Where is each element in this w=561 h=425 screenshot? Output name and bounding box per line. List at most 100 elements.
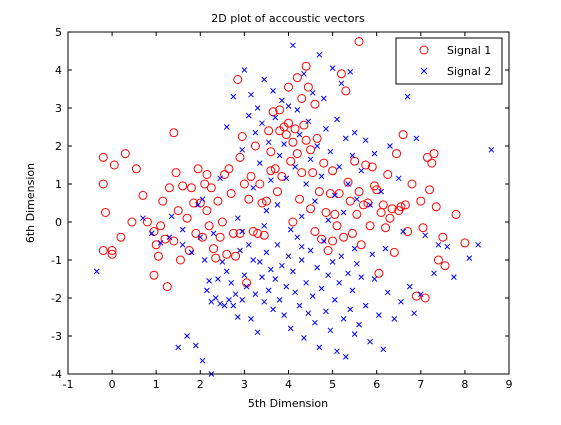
data-point-signal-2 (223, 268, 230, 275)
data-point-signal-1 (211, 253, 221, 263)
data-point-signal-1 (222, 249, 232, 259)
data-point-signal-1 (186, 183, 196, 193)
data-point-signal-2 (261, 222, 268, 229)
data-point-signal-1 (312, 133, 322, 143)
data-point-signal-2 (274, 241, 281, 248)
y-tick-label: -2 (51, 292, 62, 305)
data-point-signal-2 (316, 344, 323, 351)
data-point-signal-1 (198, 232, 208, 242)
data-point-signal-2 (294, 234, 301, 241)
data-point-signal-2 (325, 272, 332, 279)
data-point-signal-2 (281, 312, 287, 318)
data-point-signal-2 (212, 295, 219, 301)
data-point-signal-2 (230, 93, 237, 100)
data-point-signal-2 (261, 298, 268, 305)
data-point-signal-2 (369, 251, 376, 258)
data-point-signal-2 (210, 230, 217, 237)
data-point-signal-1 (292, 149, 302, 159)
data-point-signal-2 (268, 266, 274, 273)
data-point-signal-1 (248, 227, 258, 236)
data-point-signal-1 (385, 213, 395, 223)
data-point-signal-2 (184, 333, 190, 339)
data-point-signal-2 (268, 177, 274, 184)
data-point-signal-1 (250, 141, 260, 151)
data-point-signal-1 (367, 162, 377, 172)
data-point-signal-1 (244, 194, 254, 204)
data-point-signal-1 (169, 236, 179, 246)
data-point-signal-2 (382, 245, 389, 252)
data-point-signal-1 (175, 255, 185, 265)
data-point-signal-2 (411, 310, 418, 317)
data-point-signal-1 (389, 247, 399, 257)
data-point-signal-2 (206, 278, 212, 284)
data-point-signal-1 (354, 37, 364, 46)
data-point-signal-2 (166, 234, 173, 241)
data-point-signal-1 (343, 177, 353, 187)
data-point-signal-1 (275, 105, 285, 115)
data-point-signal-2 (342, 135, 349, 142)
data-point-signal-2 (254, 329, 261, 336)
data-point-signal-1 (98, 246, 108, 255)
data-point-signal-2 (318, 173, 325, 180)
legend-marker-signal-2 (420, 67, 428, 75)
data-point-signal-2 (314, 264, 321, 271)
data-point-signal-1 (100, 208, 110, 217)
data-point-signal-1 (217, 217, 227, 227)
data-point-signal-2 (336, 279, 343, 286)
data-point-signal-2 (312, 319, 318, 326)
data-point-signal-1 (259, 230, 269, 240)
data-point-signal-1 (288, 137, 298, 147)
data-point-signal-1 (392, 149, 402, 159)
data-point-signal-1 (107, 249, 117, 259)
data-point-signal-2 (197, 234, 204, 241)
data-point-signal-1 (306, 145, 316, 155)
data-point-signal-2 (287, 226, 294, 233)
data-point-signal-1 (297, 168, 307, 178)
data-point-signal-2 (325, 217, 332, 223)
data-point-signal-2 (301, 335, 307, 341)
data-point-signal-1 (235, 152, 245, 162)
data-point-signal-1 (228, 228, 238, 238)
data-point-signal-1 (328, 166, 338, 176)
data-point-signal-2 (265, 287, 272, 294)
data-point-signal-1 (295, 194, 305, 204)
data-point-signal-2 (354, 260, 360, 267)
data-point-signal-2 (305, 310, 312, 317)
data-point-signal-1 (233, 75, 243, 84)
data-point-signal-2 (259, 274, 265, 280)
data-point-signal-1 (418, 223, 428, 233)
data-point-signal-2 (245, 241, 252, 248)
data-point-signal-2 (93, 268, 100, 275)
data-point-signal-1 (334, 189, 344, 198)
data-point-signal-2 (217, 175, 223, 182)
data-point-signal-1 (239, 179, 249, 189)
data-point-signal-1 (341, 86, 351, 96)
y-tick-label: 5 (55, 26, 62, 39)
x-tick-label: 7 (417, 378, 424, 391)
data-point-signal-2 (398, 298, 404, 305)
data-point-signal-1 (301, 61, 311, 71)
data-point-signal-2 (261, 76, 268, 83)
data-point-signal-2 (241, 67, 248, 73)
data-point-signal-2 (223, 124, 230, 130)
data-point-signal-1 (162, 282, 172, 292)
data-point-signal-1 (451, 209, 461, 219)
data-point-signal-1 (328, 236, 338, 246)
data-point-signal-1 (253, 228, 263, 238)
data-point-signal-2 (298, 257, 305, 263)
y-tick-label: -4 (51, 368, 62, 381)
data-point-signal-2 (140, 215, 146, 222)
data-point-signal-1 (356, 240, 366, 250)
legend: Signal 1 Signal 2 (395, 37, 503, 85)
data-point-signal-1 (378, 200, 388, 210)
data-point-signal-2 (168, 213, 175, 220)
data-point-signal-1 (149, 270, 159, 280)
data-point-signal-1 (116, 232, 126, 242)
data-point-signal-2 (256, 160, 263, 166)
data-point-signal-1 (220, 170, 230, 179)
data-point-signal-2 (292, 289, 298, 296)
data-point-signal-2 (248, 91, 254, 98)
data-point-signal-2 (387, 143, 393, 149)
data-point-signal-1 (374, 268, 384, 278)
